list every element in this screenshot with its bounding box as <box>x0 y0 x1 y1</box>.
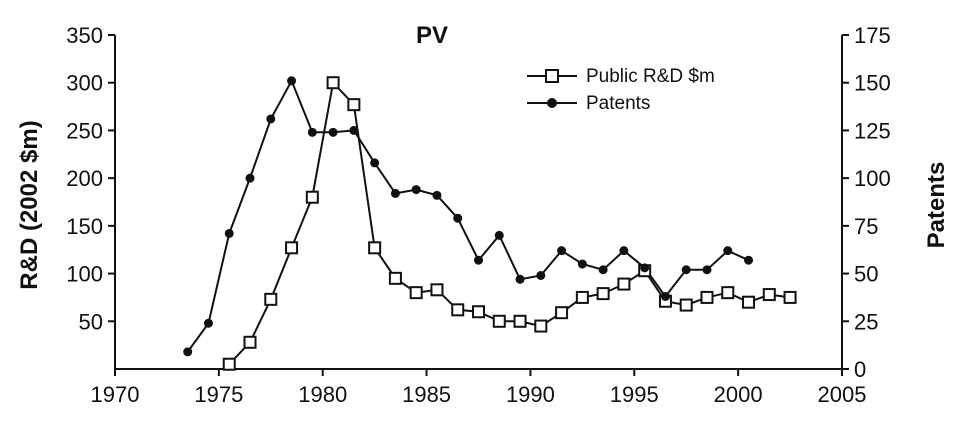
data-point-patents <box>370 158 380 168</box>
y-tick-label: 250 <box>66 118 103 143</box>
data-point-public-rd <box>783 290 797 304</box>
y-tick-label: 200 <box>66 166 103 191</box>
data-point-patents <box>515 274 525 284</box>
data-point-public-rd <box>430 283 444 297</box>
chart-title: PV <box>416 22 448 49</box>
data-point-patents <box>390 188 400 198</box>
data-point-public-rd <box>388 271 402 285</box>
data-point-patents <box>453 213 463 223</box>
data-point-patents <box>619 246 629 256</box>
y-tick-label: 150 <box>66 214 103 239</box>
y2-tick-label: 50 <box>854 262 878 287</box>
legend-label-public-rd: Public R&D $m <box>586 66 715 87</box>
data-point-public-rd <box>326 76 340 90</box>
legend-marker-patents <box>547 98 557 108</box>
data-point-patents <box>287 76 297 86</box>
data-point-public-rd <box>617 277 631 291</box>
y-tick-label: 350 <box>66 23 103 48</box>
data-point-patents <box>723 246 733 256</box>
data-point-public-rd <box>409 286 423 300</box>
legend: Public R&D $m Patents <box>527 66 715 114</box>
x-tick-label: 1985 <box>402 382 451 407</box>
data-point-patents <box>640 263 650 273</box>
data-point-public-rd <box>347 98 361 112</box>
data-point-patents <box>660 291 670 301</box>
series-line-public-rd <box>228 80 791 365</box>
series-line-patents <box>186 78 749 353</box>
data-point-patents <box>245 173 255 183</box>
data-point-patents <box>598 265 608 275</box>
data-point-public-rd <box>596 287 610 301</box>
data-point-patents <box>494 230 504 240</box>
data-point-public-rd <box>679 298 693 312</box>
data-point-public-rd <box>700 290 714 304</box>
y-tick-label: 300 <box>66 71 103 96</box>
y2-tick-label: 150 <box>854 71 891 96</box>
x-tick-label: 2000 <box>714 382 763 407</box>
data-point-public-rd <box>742 295 756 309</box>
data-point-patents <box>702 265 712 275</box>
data-point-patents <box>557 246 567 256</box>
data-point-public-rd <box>451 303 465 317</box>
data-point-patents <box>536 270 546 280</box>
x-tick-label: 1975 <box>194 382 243 407</box>
y2-tick-label: 75 <box>854 214 878 239</box>
data-point-patents <box>266 114 276 124</box>
data-point-patents <box>577 259 587 269</box>
data-point-public-rd <box>222 357 236 371</box>
y2-axis-title: Patents <box>923 162 950 249</box>
data-point-public-rd <box>534 319 548 333</box>
ticks: 1970 1975 1980 1985 1990 1995 2000 200550100150… <box>66 23 890 407</box>
data-point-public-rd <box>305 190 319 204</box>
data-point-public-rd <box>368 241 382 255</box>
data-point-patents <box>432 190 442 200</box>
data-point-public-rd <box>264 292 278 306</box>
x-tick-label: 2005 <box>818 382 867 407</box>
data-point-public-rd <box>285 241 299 255</box>
data-point-patents <box>183 347 193 357</box>
data-point-public-rd <box>492 314 506 328</box>
y2-tick-label: 25 <box>854 309 878 334</box>
y2-tick-label: 175 <box>854 23 891 48</box>
data-point-patents <box>744 255 754 265</box>
data-point-patents <box>411 185 421 195</box>
data-point-patents <box>349 125 359 135</box>
legend-label-patents: Patents <box>586 93 650 114</box>
data-point-patents <box>224 228 234 238</box>
y2-tick-label: 0 <box>854 357 866 382</box>
x-tick-label: 1970 <box>91 382 140 407</box>
x-tick-label: 1990 <box>506 382 555 407</box>
series-markers <box>183 76 797 371</box>
y-axis-title: R&D (2002 $m) <box>16 120 43 289</box>
x-tick-label: 1995 <box>610 382 659 407</box>
data-point-patents <box>681 265 691 275</box>
y-tick-label: 50 <box>79 309 103 334</box>
data-point-public-rd <box>555 306 569 320</box>
data-point-public-rd <box>472 305 485 319</box>
data-point-patents <box>328 127 338 137</box>
y2-tick-label: 100 <box>854 166 891 191</box>
series-lines <box>186 78 791 365</box>
y-tick-label: 100 <box>66 262 103 287</box>
data-point-public-rd <box>721 286 735 300</box>
x-tick-label: 1980 <box>298 382 347 407</box>
data-point-public-rd <box>762 288 776 302</box>
data-point-patents <box>307 127 317 137</box>
data-point-patents <box>203 318 213 328</box>
axes <box>114 35 843 370</box>
legend-marker-public-rd <box>545 69 559 83</box>
data-point-public-rd <box>513 314 527 328</box>
data-point-public-rd <box>575 290 589 304</box>
data-point-public-rd <box>243 335 257 349</box>
y2-tick-label: 125 <box>854 118 891 143</box>
data-point-patents <box>474 255 483 265</box>
